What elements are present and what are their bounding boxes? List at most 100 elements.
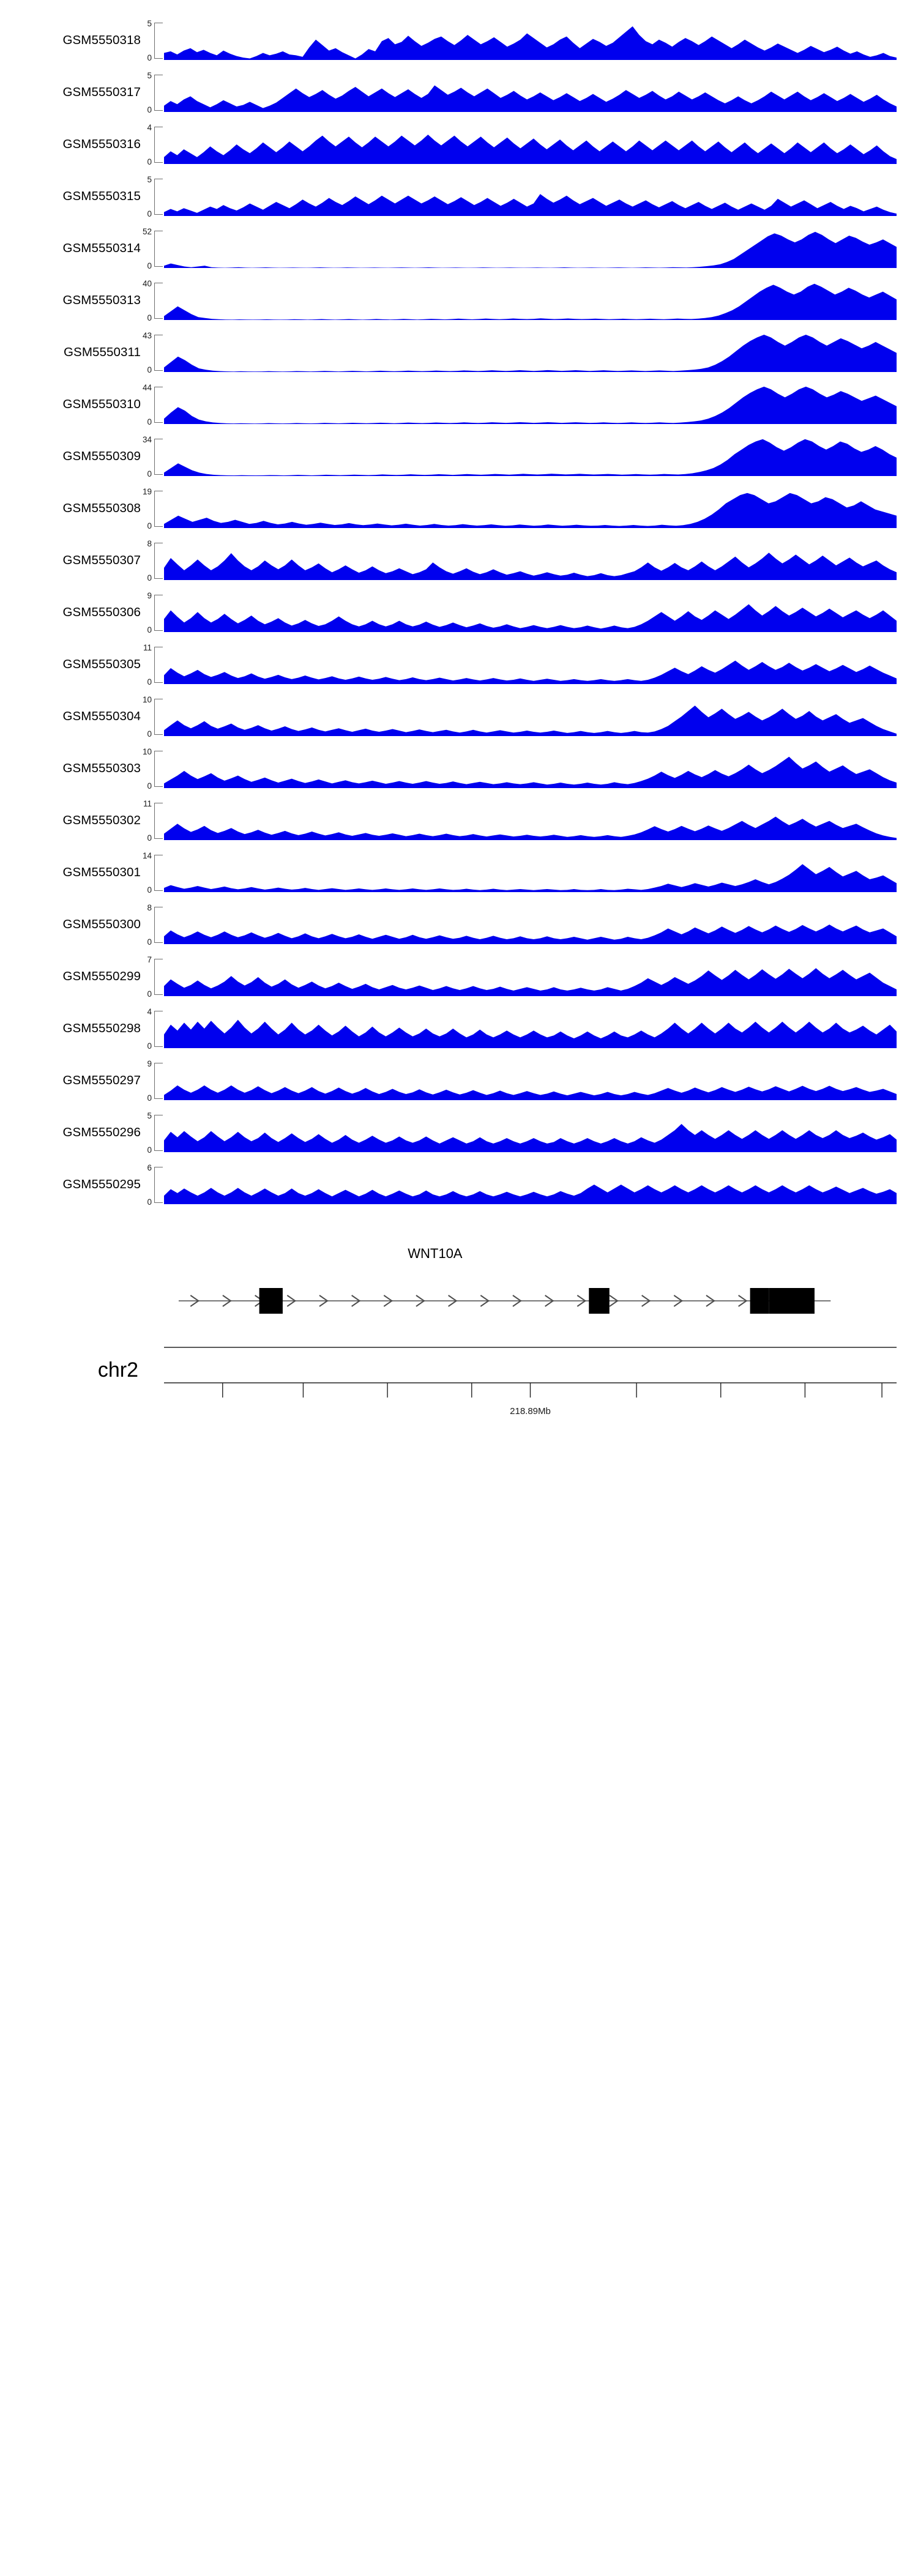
coverage-area-plot[interactable] bbox=[164, 385, 897, 424]
coverage-track[interactable]: GSM5550295 6 0 bbox=[0, 1164, 918, 1207]
track-label-gsm5550296: GSM5550296 bbox=[62, 1125, 141, 1139]
coverage-track[interactable]: GSM5550314 52 0 bbox=[0, 228, 918, 270]
y-axis-bracket bbox=[154, 1063, 163, 1099]
coverage-area-plot[interactable] bbox=[164, 905, 897, 944]
coverage-area-plot[interactable] bbox=[164, 229, 897, 268]
coverage-track[interactable]: GSM5550307 8 0 bbox=[0, 539, 918, 583]
y-axis-max-label: 5 bbox=[147, 175, 152, 184]
coverage-track[interactable]: GSM5550299 7 0 bbox=[0, 956, 918, 998]
coverage-area-plot[interactable] bbox=[164, 281, 897, 320]
coverage-area-plot[interactable] bbox=[164, 21, 897, 60]
y-axis-bracket bbox=[154, 283, 163, 319]
coverage-track[interactable]: GSM5550305 11 0 bbox=[0, 643, 918, 686]
coverage-area-plot[interactable] bbox=[164, 645, 897, 684]
coverage-area-plot[interactable] bbox=[164, 1061, 897, 1100]
coverage-area-plot[interactable] bbox=[164, 697, 897, 736]
y-axis-max-label: 10 bbox=[142, 695, 152, 704]
y-axis: 10 0 bbox=[142, 747, 164, 791]
coverage-area-plot[interactable] bbox=[164, 437, 897, 476]
y-axis: 11 0 bbox=[143, 643, 164, 686]
y-axis-min-label: 0 bbox=[147, 521, 152, 530]
y-axis-max-label: 8 bbox=[147, 903, 152, 912]
y-axis-max-label: 9 bbox=[147, 591, 152, 600]
coverage-area-plot[interactable] bbox=[164, 177, 897, 216]
y-axis-min-label: 0 bbox=[147, 781, 152, 791]
y-axis-min-label: 0 bbox=[147, 1145, 152, 1155]
coverage-track[interactable]: GSM5550316 4 0 bbox=[0, 123, 918, 166]
track-label-gsm5550316: GSM5550316 bbox=[62, 137, 141, 151]
y-axis-max-label: 40 bbox=[142, 279, 152, 288]
y-axis-bracket bbox=[154, 647, 163, 683]
y-axis-max-label: 8 bbox=[147, 539, 152, 548]
y-axis-bracket bbox=[154, 335, 163, 371]
y-axis-min-label: 0 bbox=[147, 1041, 152, 1051]
track-label-gsm5550317: GSM5550317 bbox=[62, 85, 141, 99]
coverage-area-plot[interactable] bbox=[164, 489, 897, 528]
coverage-track[interactable]: GSM5550302 11 0 bbox=[0, 800, 918, 843]
coverage-track[interactable]: GSM5550298 4 0 bbox=[0, 1007, 918, 1051]
y-axis-min-label: 0 bbox=[147, 833, 152, 843]
coverage-track[interactable]: GSM5550303 10 0 bbox=[0, 747, 918, 791]
y-axis: 10 0 bbox=[142, 695, 164, 739]
y-axis-max-label: 11 bbox=[143, 643, 152, 652]
y-axis-bracket bbox=[154, 751, 163, 787]
coverage-area-plot[interactable] bbox=[164, 749, 897, 788]
coverage-track[interactable]: GSM5550311 43 0 bbox=[0, 332, 918, 374]
genome-axis-track: chr2 218.89Mb bbox=[0, 1334, 918, 1456]
coverage-track[interactable]: GSM5550306 9 0 bbox=[0, 591, 918, 635]
y-axis-bracket bbox=[154, 959, 163, 995]
y-axis-min-label: 0 bbox=[147, 729, 152, 739]
coverage-track[interactable]: GSM5550300 8 0 bbox=[0, 903, 918, 946]
y-axis-max-label: 9 bbox=[147, 1059, 152, 1068]
coverage-track[interactable]: GSM5550318 5 0 bbox=[0, 20, 918, 62]
coverage-track[interactable]: GSM5550313 40 0 bbox=[0, 279, 918, 322]
track-label-gsm5550311: GSM5550311 bbox=[64, 345, 141, 359]
y-axis: 52 0 bbox=[143, 228, 164, 270]
coverage-area-plot[interactable] bbox=[164, 593, 897, 632]
coverage-track[interactable]: GSM5550304 10 0 bbox=[0, 695, 918, 739]
coverage-area-plot[interactable] bbox=[164, 1165, 897, 1204]
y-axis-min-label: 0 bbox=[147, 1197, 152, 1207]
y-axis-bracket bbox=[154, 855, 163, 891]
y-axis-max-label: 4 bbox=[147, 1007, 152, 1016]
y-axis-max-label: 10 bbox=[142, 747, 152, 756]
y-axis-min-label: 0 bbox=[147, 573, 152, 583]
coverage-area-plot[interactable] bbox=[164, 853, 897, 892]
coverage-track[interactable]: GSM5550301 14 0 bbox=[0, 852, 918, 894]
gene-model-track[interactable]: WNT10A bbox=[0, 1242, 918, 1334]
coverage-track[interactable]: GSM5550308 19 0 bbox=[0, 488, 918, 530]
genome-coordinate-label: 218.89Mb bbox=[510, 1406, 551, 1416]
y-axis-min-label: 0 bbox=[147, 313, 152, 322]
track-label-gsm5550308: GSM5550308 bbox=[62, 501, 141, 515]
coverage-track[interactable]: GSM5550297 9 0 bbox=[0, 1059, 918, 1102]
y-axis: 34 0 bbox=[143, 436, 164, 478]
y-axis-max-label: 4 bbox=[147, 123, 152, 132]
coverage-area-plot[interactable] bbox=[164, 801, 897, 840]
y-axis-min-label: 0 bbox=[147, 469, 152, 478]
y-axis-min-label: 0 bbox=[147, 157, 152, 166]
coverage-area-plot[interactable] bbox=[164, 541, 897, 580]
coverage-area-plot[interactable] bbox=[164, 73, 897, 112]
coverage-track[interactable]: GSM5550296 5 0 bbox=[0, 1112, 918, 1155]
y-axis-min-label: 0 bbox=[147, 625, 152, 635]
y-axis-bracket bbox=[154, 699, 163, 735]
coverage-area-plot[interactable] bbox=[164, 1113, 897, 1152]
coverage-area-plot[interactable] bbox=[164, 125, 897, 164]
track-label-gsm5550305: GSM5550305 bbox=[62, 657, 141, 671]
y-axis-min-label: 0 bbox=[147, 417, 152, 426]
coverage-track[interactable]: GSM5550310 44 0 bbox=[0, 384, 918, 426]
y-axis-bracket bbox=[154, 1115, 163, 1151]
coverage-area-plot[interactable] bbox=[164, 1009, 897, 1048]
coverage-area-plot[interactable] bbox=[164, 957, 897, 996]
coverage-area-plot[interactable] bbox=[164, 333, 897, 372]
coverage-track[interactable]: GSM5550317 5 0 bbox=[0, 72, 918, 114]
coverage-track[interactable]: GSM5550309 34 0 bbox=[0, 436, 918, 478]
coverage-track[interactable]: GSM5550315 5 0 bbox=[0, 175, 918, 218]
y-axis-min-label: 0 bbox=[147, 365, 152, 374]
genome-axis-ruler[interactable] bbox=[0, 1334, 918, 1432]
